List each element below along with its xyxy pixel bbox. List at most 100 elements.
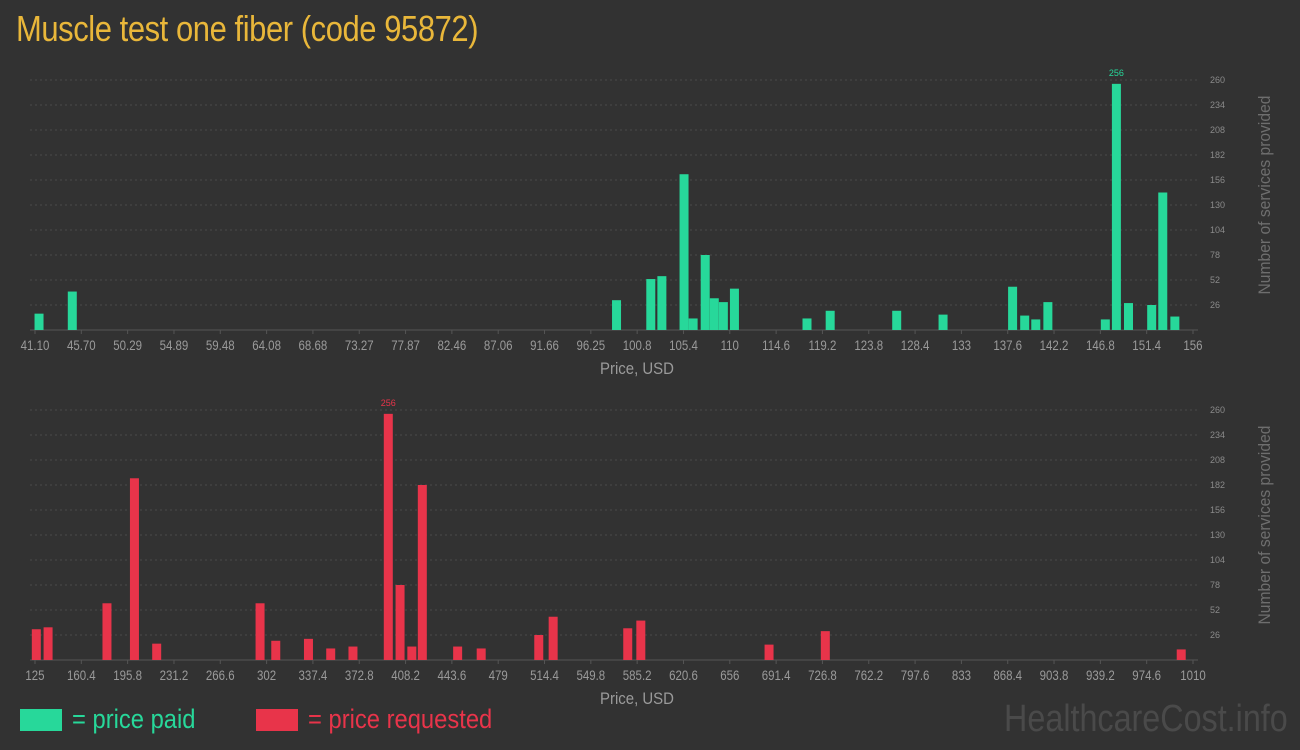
x-tick-label: 691.4 xyxy=(762,667,791,683)
bar[interactable] xyxy=(718,302,728,330)
x-tick-label: 77.87 xyxy=(391,337,420,353)
bar[interactable] xyxy=(729,288,739,330)
y-tick-label: 130 xyxy=(1210,200,1225,210)
x-tick-label: 160.4 xyxy=(67,667,96,683)
bar[interactable] xyxy=(1008,286,1018,330)
bar[interactable] xyxy=(407,646,417,660)
x-tick-label: 833 xyxy=(952,667,971,683)
x-tick-label: 302 xyxy=(257,667,276,683)
x-tick-label: 125 xyxy=(25,667,44,683)
x-tick-label: 146.8 xyxy=(1086,337,1115,353)
x-tick-label: 123.8 xyxy=(854,337,883,353)
bar[interactable] xyxy=(1123,303,1133,330)
y-tick-label: 182 xyxy=(1210,480,1225,490)
bar[interactable] xyxy=(1100,319,1110,330)
x-tick-label: 54.89 xyxy=(160,337,189,353)
bar[interactable] xyxy=(152,643,162,660)
bar[interactable] xyxy=(129,478,139,660)
x-tick-label: 1010 xyxy=(1180,667,1206,683)
bar[interactable] xyxy=(764,644,774,660)
bar[interactable] xyxy=(395,585,405,660)
x-tick-label: 133 xyxy=(952,337,971,353)
bar[interactable] xyxy=(802,318,812,330)
bar[interactable] xyxy=(1020,315,1030,330)
x-tick-label: 156 xyxy=(1183,337,1202,353)
bar[interactable] xyxy=(892,310,902,330)
x-tick-label: 91.66 xyxy=(530,337,559,353)
x-tick-label: 45.70 xyxy=(67,337,96,353)
bar[interactable] xyxy=(1031,319,1041,330)
y-tick-label: 26 xyxy=(1210,630,1220,640)
x-tick-label: 726.8 xyxy=(808,667,837,683)
bar[interactable] xyxy=(548,616,558,660)
bar[interactable] xyxy=(938,314,948,330)
bar[interactable] xyxy=(453,646,463,660)
bar[interactable] xyxy=(417,485,427,660)
x-tick-label: 372.8 xyxy=(345,667,374,683)
bar[interactable] xyxy=(1176,649,1186,660)
x-tick-label: 50.29 xyxy=(113,337,142,353)
bar[interactable] xyxy=(1158,192,1168,331)
bar[interactable] xyxy=(825,310,835,330)
bar[interactable] xyxy=(1147,305,1157,330)
x-tick-label: 82.46 xyxy=(438,337,467,353)
legend: = price paid = price requested xyxy=(20,704,562,735)
bar[interactable] xyxy=(348,646,358,660)
bar[interactable] xyxy=(1111,83,1121,330)
x-tick-label: 64.08 xyxy=(252,337,281,353)
bar[interactable] xyxy=(476,648,486,660)
x-tick-label: 266.6 xyxy=(206,667,235,683)
y-tick-label: 26 xyxy=(1210,300,1220,310)
x-tick-label: 119.2 xyxy=(809,337,837,353)
x-tick-label: 443.6 xyxy=(438,667,467,683)
bar[interactable] xyxy=(255,603,265,660)
y-tick-label: 234 xyxy=(1210,100,1225,110)
x-tick-label: 110 xyxy=(721,337,739,353)
bar[interactable] xyxy=(271,640,281,660)
bar[interactable] xyxy=(34,313,44,330)
y-tick-label: 182 xyxy=(1210,150,1225,160)
y-tick-label: 156 xyxy=(1210,175,1225,185)
legend-label-paid: = price paid xyxy=(72,704,196,734)
bar[interactable] xyxy=(612,300,622,330)
bar[interactable] xyxy=(646,279,656,330)
legend-label-requested: = price requested xyxy=(308,704,493,734)
bar[interactable] xyxy=(383,413,393,660)
watermark-logo[interactable]: HealthcareCost.info xyxy=(1004,698,1288,740)
x-tick-label: 195.8 xyxy=(113,667,142,683)
x-tick-label: 73.27 xyxy=(345,337,374,353)
legend-swatch-requested xyxy=(256,708,299,731)
x-tick-label: 549.8 xyxy=(576,667,605,683)
bar[interactable] xyxy=(679,174,689,330)
bar[interactable] xyxy=(326,648,336,660)
x-tick-label: 762.2 xyxy=(854,667,883,683)
x-tick-label: 105.4 xyxy=(669,337,698,353)
bar[interactable] xyxy=(623,628,633,660)
y-tick-label: 208 xyxy=(1210,455,1225,465)
bar[interactable] xyxy=(102,603,112,660)
x-tick-label: 41.10 xyxy=(21,337,50,353)
x-tick-label: 114.6 xyxy=(762,337,790,353)
bar[interactable] xyxy=(820,631,830,660)
bar[interactable] xyxy=(31,629,41,660)
x-tick-label: 337.4 xyxy=(299,667,328,683)
bar[interactable] xyxy=(534,635,544,660)
bar[interactable] xyxy=(1043,302,1053,330)
bar[interactable] xyxy=(303,638,313,660)
y-tick-label: 130 xyxy=(1210,530,1225,540)
bar[interactable] xyxy=(43,627,53,660)
bar[interactable] xyxy=(1170,316,1180,330)
x-tick-label: 68.68 xyxy=(299,337,328,353)
bar[interactable] xyxy=(709,298,719,330)
y-tick-label: 52 xyxy=(1210,275,1220,285)
x-tick-label: 939.2 xyxy=(1086,667,1115,683)
x-tick-label: 96.25 xyxy=(576,337,605,353)
bar[interactable] xyxy=(67,291,77,330)
bar[interactable] xyxy=(700,255,710,330)
bar[interactable] xyxy=(657,276,667,330)
x-tick-label: 128.4 xyxy=(901,337,930,353)
bar[interactable] xyxy=(688,318,698,330)
bar[interactable] xyxy=(636,620,646,660)
x-tick-label: 408.2 xyxy=(391,667,420,683)
x-tick-label: 151.4 xyxy=(1132,337,1161,353)
